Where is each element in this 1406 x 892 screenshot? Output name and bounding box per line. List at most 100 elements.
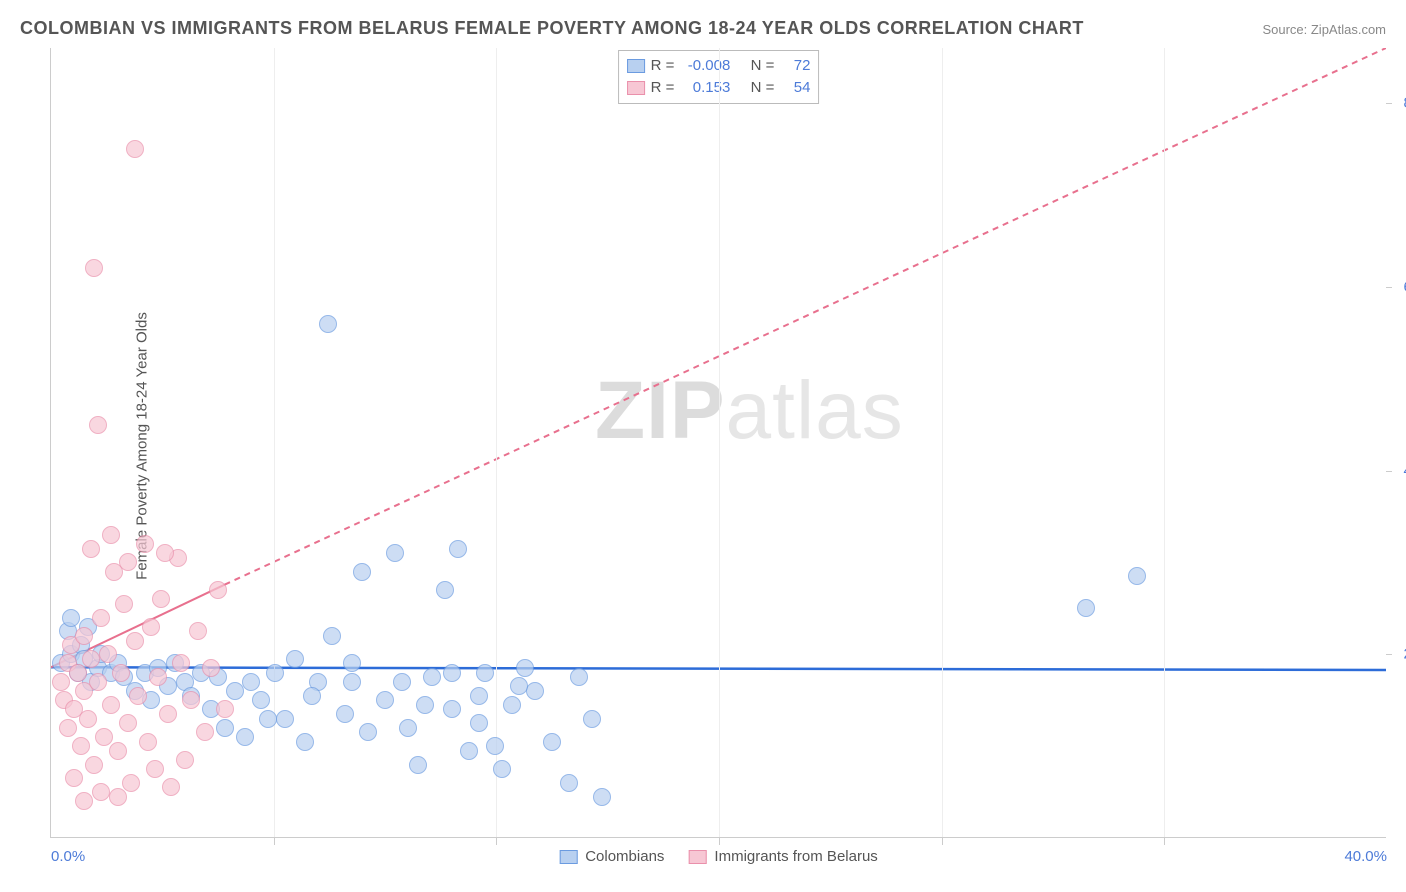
scatter-point [216, 719, 234, 737]
scatter-point [242, 673, 260, 691]
scatter-point [162, 778, 180, 796]
scatter-point [319, 315, 337, 333]
scatter-point [156, 544, 174, 562]
scatter-point [92, 783, 110, 801]
scatter-point [69, 664, 87, 682]
watermark-text: ZIPatlas [595, 364, 904, 458]
scatter-point [122, 774, 140, 792]
scatter-point [583, 710, 601, 728]
scatter-point [303, 687, 321, 705]
scatter-point [209, 581, 227, 599]
scatter-point [353, 563, 371, 581]
x-tick [942, 837, 943, 845]
scatter-point [1128, 567, 1146, 585]
scatter-point [109, 742, 127, 760]
scatter-point [1077, 599, 1095, 617]
scatter-point [176, 751, 194, 769]
scatter-point [296, 733, 314, 751]
scatter-point [236, 728, 254, 746]
x-tick-label: 40.0% [1344, 848, 1387, 865]
watermark-rest: atlas [726, 365, 904, 456]
stat-n-value: 54 [780, 77, 810, 99]
scatter-point [119, 714, 137, 732]
scatter-point [436, 581, 454, 599]
legend-label: Colombians [585, 848, 664, 865]
scatter-point [449, 540, 467, 558]
scatter-point [423, 668, 441, 686]
scatter-point [443, 664, 461, 682]
scatter-point [593, 788, 611, 806]
x-tick [719, 837, 720, 845]
scatter-point [393, 673, 411, 691]
scatter-point [62, 609, 80, 627]
scatter-point [119, 553, 137, 571]
scatter-point [89, 416, 107, 434]
scatter-point [75, 792, 93, 810]
scatter-point [82, 650, 100, 668]
scatter-point [139, 733, 157, 751]
scatter-point [189, 622, 207, 640]
x-tick-label: 0.0% [51, 848, 85, 865]
chart-title: COLOMBIAN VS IMMIGRANTS FROM BELARUS FEM… [20, 18, 1084, 39]
chart-plot-area: ZIPatlas R =-0.008 N =72R =0.153 N =54 C… [50, 48, 1386, 838]
scatter-point [196, 723, 214, 741]
y-tick [1386, 287, 1392, 288]
scatter-point [182, 691, 200, 709]
scatter-point [526, 682, 544, 700]
scatter-point [359, 723, 377, 741]
stat-r-label: R = [651, 77, 675, 99]
scatter-point [226, 682, 244, 700]
scatter-point [510, 677, 528, 695]
scatter-point [159, 705, 177, 723]
bottom-legend: Colombians Immigrants from Belarus [559, 848, 878, 865]
legend-item: Colombians [559, 848, 664, 865]
gridline [719, 48, 720, 837]
gridline [942, 48, 943, 837]
series-swatch [627, 59, 645, 73]
stat-r-value: -0.008 [680, 55, 730, 77]
scatter-point [276, 710, 294, 728]
scatter-point [75, 627, 93, 645]
y-tick [1386, 471, 1392, 472]
scatter-point [516, 659, 534, 677]
scatter-point [570, 668, 588, 686]
scatter-point [386, 544, 404, 562]
scatter-point [82, 540, 100, 558]
y-tick [1386, 654, 1392, 655]
scatter-point [115, 595, 133, 613]
scatter-point [52, 673, 70, 691]
y-tick [1386, 103, 1392, 104]
scatter-point [409, 756, 427, 774]
legend-label: Immigrants from Belarus [714, 848, 877, 865]
gridline [496, 48, 497, 837]
scatter-point [476, 664, 494, 682]
scatter-point [102, 696, 120, 714]
scatter-point [152, 590, 170, 608]
scatter-point [72, 737, 90, 755]
x-tick [1164, 837, 1165, 845]
scatter-point [503, 696, 521, 714]
scatter-point [126, 140, 144, 158]
scatter-point [376, 691, 394, 709]
scatter-point [59, 719, 77, 737]
scatter-point [399, 719, 417, 737]
scatter-point [486, 737, 504, 755]
scatter-point [146, 760, 164, 778]
stat-n-value: 72 [780, 55, 810, 77]
scatter-point [259, 710, 277, 728]
legend-swatch [559, 850, 577, 864]
scatter-point [149, 668, 167, 686]
scatter-point [126, 632, 144, 650]
legend-item: Immigrants from Belarus [688, 848, 877, 865]
scatter-point [109, 788, 127, 806]
scatter-point [85, 259, 103, 277]
scatter-point [460, 742, 478, 760]
scatter-point [112, 664, 130, 682]
scatter-point [172, 654, 190, 672]
scatter-point [443, 700, 461, 718]
scatter-point [216, 700, 234, 718]
scatter-point [560, 774, 578, 792]
scatter-point [343, 654, 361, 672]
stat-n-label: N = [751, 55, 775, 77]
scatter-point [543, 733, 561, 751]
